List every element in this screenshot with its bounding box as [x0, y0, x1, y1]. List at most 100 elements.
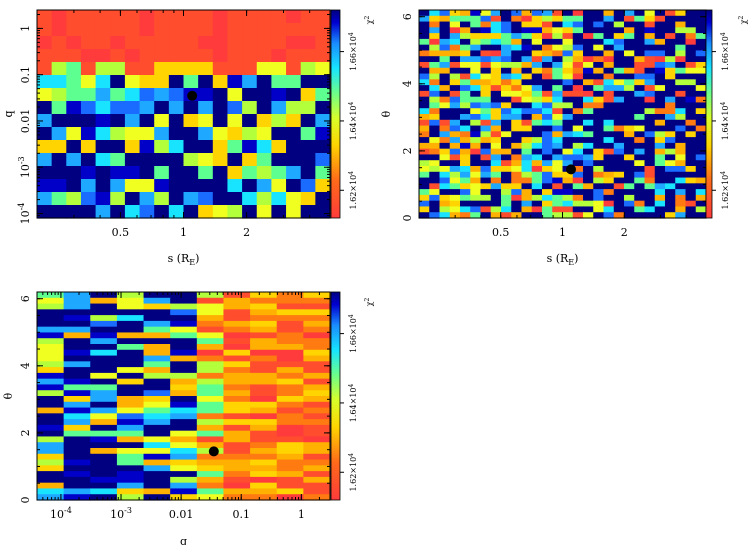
heatmap-cell	[654, 38, 666, 46]
heatmap-cell	[654, 119, 666, 127]
heatmap-cell	[665, 119, 676, 127]
heatmap-cell	[675, 114, 687, 121]
heatmap-cell	[675, 15, 687, 23]
heatmap-cell	[572, 96, 584, 104]
heatmap-cell	[170, 482, 198, 490]
heatmap-cell	[531, 27, 543, 34]
heatmap-cell	[271, 23, 287, 37]
heatmap-cell	[449, 206, 461, 213]
heatmap-cell	[124, 75, 141, 89]
heatmap-cell	[613, 160, 625, 167]
heatmap-cell	[634, 183, 646, 190]
heatmap-cell	[250, 459, 278, 466]
heatmap-cell	[154, 10, 170, 24]
heatmap-cell	[480, 96, 492, 104]
heatmap-cell	[562, 137, 574, 144]
heatmap-cell	[116, 326, 145, 334]
heatmap-cell	[170, 413, 198, 420]
heatmap-cell	[227, 140, 243, 154]
heatmap-cell	[250, 303, 278, 310]
heatmap-cell	[95, 140, 111, 154]
heatmap-cell	[460, 142, 471, 150]
heatmap-cell	[139, 88, 155, 102]
heatmap-cell	[470, 38, 482, 46]
heatmap-cell	[449, 102, 461, 109]
heatmap-cell	[562, 206, 574, 213]
heatmap-cell	[501, 62, 512, 69]
heatmap-cell	[37, 448, 65, 455]
heatmap-cell	[276, 465, 304, 472]
heatmap-cell	[634, 119, 646, 127]
heatmap-cell	[542, 33, 553, 40]
heatmap-cell	[63, 361, 91, 368]
heatmap-cell	[572, 177, 584, 184]
heatmap-cell	[542, 206, 553, 213]
heatmap-cell	[685, 183, 697, 190]
heatmap-cell	[256, 192, 272, 206]
heatmap-cell	[227, 166, 243, 180]
heatmap-cell	[695, 67, 707, 75]
heatmap-cell	[286, 127, 302, 141]
heatmap-cell	[552, 67, 564, 75]
heatmap-cell	[634, 10, 646, 17]
heatmap-cell	[168, 127, 185, 141]
heatmap-cell	[116, 396, 145, 403]
heatmap-cell	[223, 476, 251, 484]
heatmap-cell	[531, 62, 543, 69]
heatmap-cell	[63, 407, 91, 414]
heatmap-cell	[303, 355, 331, 362]
heatmap-cell	[593, 79, 605, 86]
heatmap-cell	[449, 33, 461, 40]
heatmap-cell	[196, 430, 225, 438]
heatmap-cell	[170, 378, 198, 386]
heatmap-cell	[531, 90, 543, 98]
heatmap-cell	[665, 50, 676, 57]
heatmap-cell	[531, 154, 543, 161]
heatmap-cell	[63, 338, 91, 345]
heatmap-cell	[196, 292, 225, 299]
heatmap-cell	[583, 44, 594, 52]
heatmap-cell	[198, 192, 214, 206]
heatmap-cell	[531, 33, 543, 40]
heatmap-cell	[183, 166, 199, 180]
heatmap-cell	[183, 49, 199, 63]
heatmap-cell	[572, 148, 584, 156]
heatmap-cell	[613, 114, 625, 121]
heatmap-cell	[644, 137, 656, 144]
heatmap-cell	[521, 166, 533, 173]
heatmap-cell	[511, 206, 523, 213]
heatmap-cell	[419, 27, 430, 34]
heatmap-cell	[675, 200, 687, 208]
heatmap-cell	[276, 303, 304, 310]
heatmap-cell	[685, 154, 697, 161]
heatmap-cell	[429, 27, 441, 34]
heatmap-cell	[654, 137, 666, 144]
heatmap-cell	[419, 177, 430, 184]
heatmap-cell	[480, 200, 492, 208]
heatmap-cell	[139, 166, 155, 180]
heatmap-cell	[286, 23, 302, 37]
heatmap-cell	[490, 148, 502, 156]
heatmap-cell	[170, 332, 198, 339]
heatmap-cell	[695, 73, 707, 80]
heatmap-cell	[116, 320, 145, 328]
heatmap-cell	[223, 355, 251, 362]
heatmap-cell	[583, 73, 594, 80]
heatmap-cell	[695, 171, 707, 179]
heatmap-cell	[644, 108, 656, 115]
heatmap-cell	[154, 75, 170, 89]
heatmap-cell	[116, 494, 145, 501]
heatmap-cell	[66, 49, 82, 63]
heatmap-cell	[110, 153, 126, 167]
heatmap-cell	[624, 137, 635, 144]
heatmap-cell	[521, 212, 533, 219]
heatmap-cell	[470, 200, 482, 208]
heatmap-cell	[562, 194, 574, 202]
heatmap-cell	[196, 303, 225, 310]
heatmap-cell	[315, 192, 331, 206]
heatmap-cell	[256, 127, 272, 141]
heatmap-cell	[196, 436, 225, 443]
heatmap-cell	[168, 49, 185, 63]
heatmap-cell	[695, 50, 707, 57]
heatmap-cell	[531, 160, 543, 167]
